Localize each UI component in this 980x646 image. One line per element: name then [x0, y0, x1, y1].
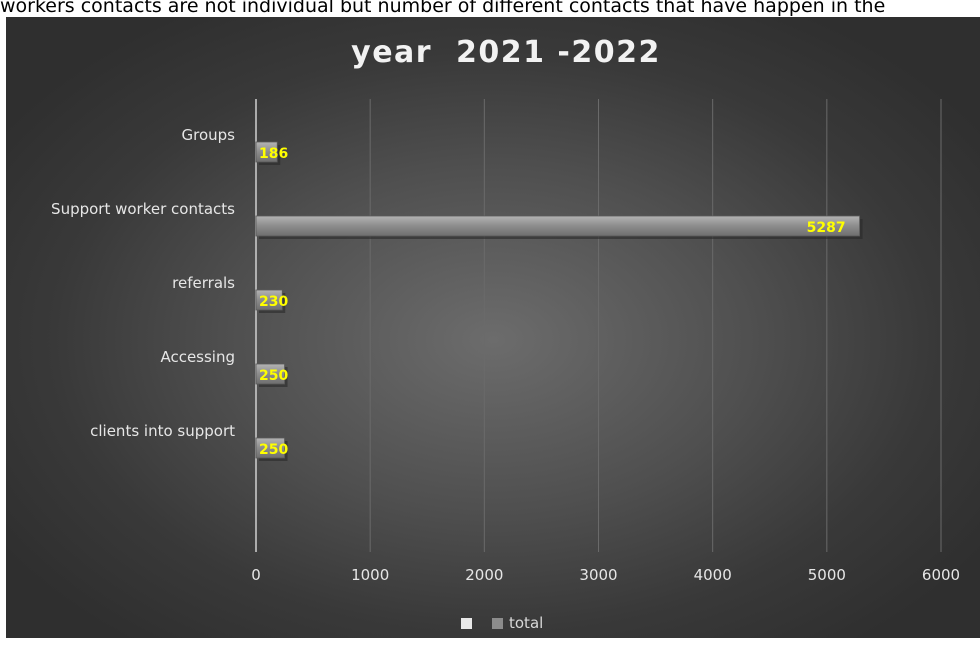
- legend: total: [461, 614, 543, 632]
- x-tick-label: 6000: [922, 566, 960, 584]
- category-label: clients into support: [90, 422, 235, 440]
- x-tick-label: 5000: [808, 566, 846, 584]
- bar-chart-plot: 0 1000 2000 3000 4000 5000 6000 Groups 186 Suppor…: [51, 99, 960, 584]
- data-label: 5287: [807, 220, 846, 236]
- x-tick-label: 3000: [579, 566, 617, 584]
- data-label: 230: [259, 294, 288, 310]
- category-label: Accessing: [160, 348, 235, 366]
- category-label: Groups: [182, 126, 236, 144]
- legend-label-total: total: [509, 614, 544, 632]
- bar: [255, 215, 860, 237]
- legend-swatch-white: [461, 617, 472, 629]
- chart-title: year 2021 -2022: [351, 35, 661, 70]
- bar: [255, 437, 285, 459]
- data-label: 186: [259, 146, 288, 162]
- caption-text: workers contacts are not individual but …: [0, 0, 886, 17]
- legend-swatch-gray: [492, 617, 503, 629]
- data-label: 250: [259, 368, 288, 384]
- x-tick-label: 0: [251, 566, 261, 584]
- category-label: Support worker contacts: [51, 200, 235, 218]
- x-tick-label: 4000: [694, 566, 732, 584]
- category-label: referrals: [172, 274, 235, 292]
- bar: [255, 289, 283, 311]
- bar: [255, 141, 278, 163]
- bar: [255, 363, 285, 385]
- chart-area: year 2021 -2022 0 1000 2000 3000 4000 5000 600…: [6, 17, 980, 638]
- x-tick-label: 2000: [465, 566, 503, 584]
- x-tick-label: 1000: [351, 566, 389, 584]
- data-label: 250: [259, 442, 288, 458]
